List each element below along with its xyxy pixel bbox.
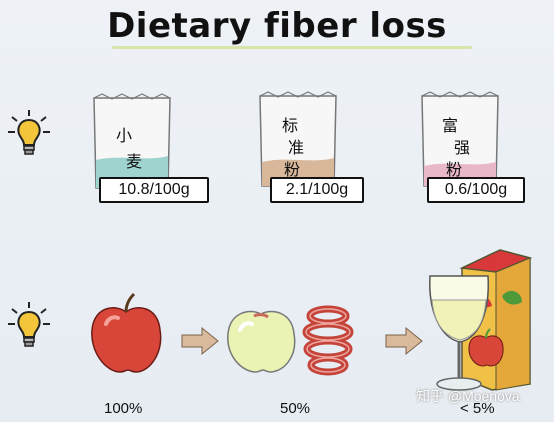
bag-label-char: 小 — [116, 126, 133, 145]
fiber-value-standard: 2.1/100g — [270, 177, 364, 203]
apple-icon — [91, 292, 162, 373]
percentage-label: 50% — [280, 400, 311, 417]
peeled-apple-icon — [227, 310, 296, 373]
bag-label-char: 粉 — [284, 160, 301, 179]
page-title: Dietary fiber loss — [107, 6, 447, 46]
flour-bag-fine: 富 强 粉 — [418, 90, 502, 190]
arrow-right-icon — [181, 326, 219, 356]
watermark: 知乎 @Moenova — [416, 388, 520, 404]
bag-label-char: 粉 — [446, 160, 463, 179]
fiber-value-fine: 0.6/100g — [427, 177, 525, 203]
lightbulb-icon — [8, 302, 50, 347]
fiber-value-wheat: 10.8/100g — [99, 177, 209, 203]
bag-label-char: 强 — [454, 138, 471, 157]
title-underline — [112, 46, 472, 49]
bag-label-char: 准 — [288, 138, 305, 157]
bag-label-char: 麦 — [126, 152, 143, 171]
apple-icon — [468, 328, 504, 367]
apple-peel-icon — [302, 305, 354, 376]
arrow-right-icon — [385, 326, 423, 356]
juice-glass-icon — [429, 275, 489, 391]
flour-bag-standard: 标 准 粉 — [256, 90, 340, 190]
bag-label-char: 富 — [442, 116, 459, 135]
bag-label-char: 标 — [282, 116, 299, 135]
flour-bag-icon — [93, 93, 171, 189]
lightbulb-icon — [8, 110, 50, 155]
percentage-label: 100% — [104, 400, 143, 417]
percentage-label: < 5% — [460, 400, 495, 417]
flour-bag-wheat: 小 麦 — [90, 92, 174, 192]
